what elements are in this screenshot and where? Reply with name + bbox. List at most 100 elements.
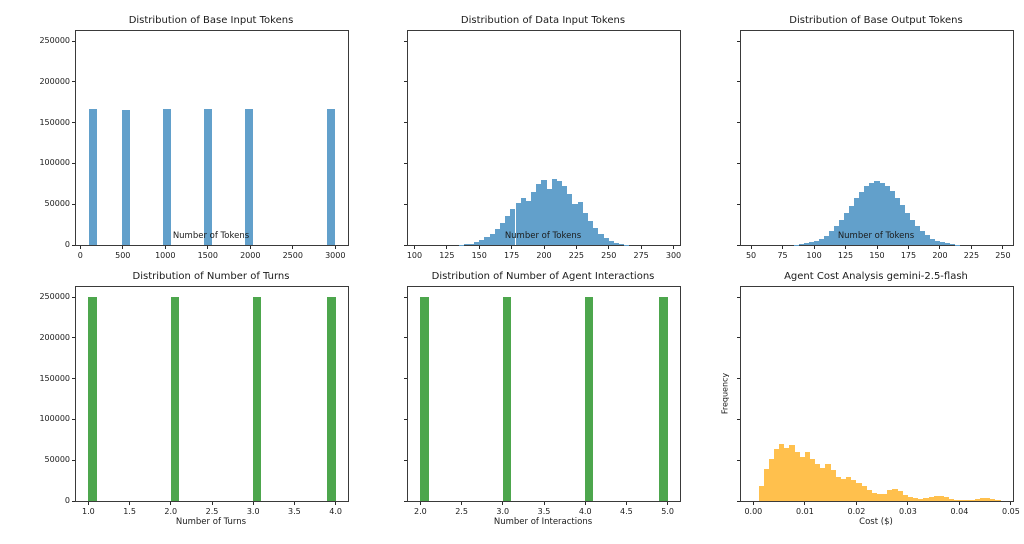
x-tick-mark — [170, 502, 172, 505]
x-axis-label-agent-cost-analysis: Cost ($) — [859, 517, 893, 527]
y-tick-mark — [404, 378, 407, 380]
x-axis-label-agent-interactions: Number of Interactions — [493, 517, 593, 527]
histogram-bar — [861, 486, 867, 501]
histogram-bar — [929, 238, 935, 245]
histogram-bar — [995, 499, 1001, 501]
histogram-bar — [829, 231, 835, 245]
y-tick-mark — [737, 296, 740, 298]
x-tick-mark — [249, 246, 251, 249]
y-tick-mark — [404, 122, 407, 124]
histogram-bar — [803, 243, 809, 245]
x-tick-mark — [413, 246, 415, 249]
x-tick-label: 225 — [568, 251, 585, 260]
histogram-bar — [879, 182, 885, 245]
x-tick-mark — [750, 246, 752, 249]
histogram-bar — [582, 213, 589, 245]
histogram-bar — [892, 489, 898, 501]
histogram-bar — [541, 179, 547, 245]
x-tick-label: 2500 — [282, 251, 303, 260]
x-tick-label: 1000 — [155, 251, 176, 260]
histogram-bar — [928, 496, 934, 501]
x-tick-label: 50 — [745, 251, 757, 260]
x-tick-mark — [207, 246, 209, 249]
x-tick-mark — [292, 246, 294, 249]
histogram-bar — [874, 181, 880, 245]
histogram-bar — [768, 458, 774, 501]
y-tick-mark — [404, 244, 407, 246]
histogram-bar — [939, 242, 945, 245]
x-tick-label: 200 — [536, 251, 552, 260]
y-axis-label-frequency: Frequency — [720, 372, 730, 415]
x-tick-mark — [575, 246, 577, 249]
histogram-bar — [945, 243, 951, 245]
x-tick-label: 75 — [777, 251, 788, 260]
histogram-bar — [567, 194, 573, 245]
x-tick-mark — [446, 246, 448, 249]
y-tick-label: 50000 — [44, 455, 70, 465]
y-tick-mark — [404, 81, 407, 83]
x-tick-label: 225 — [963, 251, 980, 260]
histogram-bar — [520, 197, 526, 245]
histogram-bar — [919, 231, 925, 245]
histogram-bar — [572, 204, 578, 245]
y-tick-label: 150000 — [39, 373, 70, 383]
chart-title-agent-interactions: Distribution of Number of Agent Interact… — [431, 271, 655, 282]
y-tick-label: 200000 — [39, 332, 70, 342]
histogram-bar — [758, 485, 764, 501]
x-tick-label: 300 — [665, 251, 682, 260]
x-tick-label: 4.0 — [329, 507, 342, 516]
x-tick-mark — [752, 502, 754, 505]
histogram-bar — [809, 242, 815, 245]
y-tick-mark — [72, 500, 75, 502]
histogram-bar — [585, 297, 594, 501]
histogram-bar — [502, 297, 512, 501]
x-tick-mark — [252, 502, 254, 505]
histogram-bar — [815, 463, 821, 501]
histogram-bar — [468, 243, 475, 245]
x-tick-label: 1500 — [197, 251, 218, 260]
x-tick-mark — [502, 502, 504, 505]
x-tick-label: 2.0 — [413, 507, 427, 516]
y-tick-mark — [72, 378, 75, 380]
y-tick-label: 150000 — [39, 117, 70, 127]
y-tick-mark — [404, 296, 407, 298]
histogram-bar — [924, 235, 930, 245]
histogram-bar — [938, 495, 944, 501]
x-tick-label: 150 — [471, 251, 487, 260]
histogram-bar — [871, 492, 877, 501]
histogram-bar — [894, 198, 900, 245]
histogram-bar — [882, 493, 888, 501]
x-tick-label: 5.0 — [661, 507, 674, 516]
histogram-bar — [985, 498, 991, 501]
histogram-bar — [950, 244, 956, 245]
histogram-bar — [170, 297, 180, 501]
x-axis-label-number-of-turns: Number of Turns — [175, 517, 247, 527]
histogram-bar — [598, 233, 604, 245]
y-tick-label: 50000 — [44, 199, 70, 209]
histogram-bar — [505, 216, 511, 245]
chart-title-base-input-tokens: Distribution of Base Input Tokens — [128, 15, 294, 26]
x-tick-label: 0.03 — [899, 507, 917, 516]
y-tick-label: 250000 — [39, 292, 70, 302]
x-tick-mark — [122, 246, 124, 249]
x-tick-label: 175 — [900, 251, 917, 260]
x-tick-mark — [970, 246, 972, 249]
histogram-bar — [588, 220, 594, 245]
x-tick-mark — [876, 246, 878, 249]
histogram-bar — [980, 498, 986, 501]
y-tick-mark — [72, 296, 75, 298]
histogram-bar — [88, 109, 97, 245]
y-tick-mark — [737, 500, 740, 502]
histogram-bar — [619, 244, 625, 245]
histogram-bar — [773, 448, 780, 501]
y-tick-mark — [737, 459, 740, 461]
histogram-bar — [884, 186, 890, 245]
y-tick-label: 250000 — [39, 36, 70, 46]
histogram-bar — [889, 191, 895, 245]
x-tick-mark — [543, 246, 545, 249]
x-tick-label: 250 — [995, 251, 1011, 260]
chart-title-agent-cost-analysis: Agent Cost Analysis gemini-2.5-flash — [784, 271, 968, 282]
histogram-bar — [562, 186, 568, 245]
histogram-bar — [121, 109, 130, 245]
histogram-bar — [162, 108, 171, 245]
